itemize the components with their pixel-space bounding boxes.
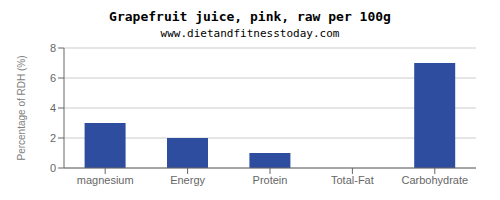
svg-text:2: 2 [50,132,56,144]
svg-text:4: 4 [50,102,56,114]
svg-text:Total-Fat: Total-Fat [331,174,374,186]
svg-text:Carbohydrate: Carbohydrate [401,174,468,186]
svg-text:8: 8 [50,42,56,54]
html-text:www.dietandfitnesstoday.com: www.dietandfitnesstoday.com [160,27,340,40]
svg-text:Protein: Protein [253,174,288,186]
svg-text:magnesium: magnesium [77,174,134,186]
svg-text:6: 6 [50,72,56,84]
svg-text:0: 0 [50,162,56,174]
svg-text:Energy: Energy [170,174,205,186]
svg-text:Percentage of RDH (%): Percentage of RDH (%) [16,55,27,160]
html-text:Grapefruit juice, pink, raw pe: Grapefruit juice, pink, raw per 100g [109,9,391,24]
